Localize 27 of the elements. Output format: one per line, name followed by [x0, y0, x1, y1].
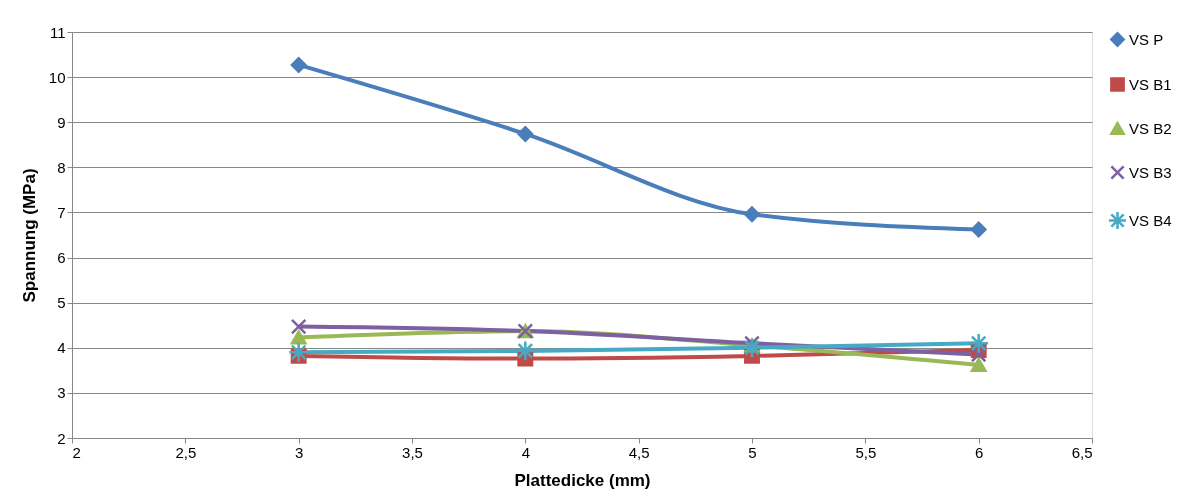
legend-label: VS B1	[1129, 75, 1172, 93]
x-tick-label: 6,5	[1071, 443, 1093, 461]
y-tick-label: 4	[57, 339, 66, 357]
y-tick-label: 7	[57, 203, 66, 221]
y-tick-label: 6	[57, 249, 66, 267]
y-tick-label: 3	[57, 384, 66, 402]
legend-label: VS B3	[1129, 163, 1172, 181]
y-tick-label: 10	[48, 68, 66, 86]
y-tick-label: 8	[57, 158, 66, 176]
y-tick-label: 11	[49, 23, 66, 41]
x-tick-label: 3,5	[402, 443, 423, 461]
x-axis-title: Plattedicke (mm)	[514, 470, 651, 490]
y-axis-title: Spannung (MPa)	[19, 168, 39, 303]
x-tick-label: 3	[294, 443, 304, 461]
x-tick-label: 2	[72, 443, 81, 461]
y-tick-label: 5	[57, 294, 66, 312]
x-tick-label: 5,5	[855, 443, 877, 461]
y-tick-label: 9	[57, 113, 66, 131]
x-tick-label: 5	[748, 443, 757, 461]
legend-label: VS B4	[1129, 211, 1172, 229]
y-tick-label: 2	[57, 429, 66, 447]
x-tick-label: 4,5	[628, 443, 650, 461]
legend-label: VS B2	[1129, 119, 1172, 137]
x-tick-label: 6	[974, 443, 984, 461]
x-tick-label: 2,5	[175, 443, 197, 461]
legend-label: VS P	[1129, 30, 1164, 48]
x-tick-label: 4	[521, 443, 531, 461]
